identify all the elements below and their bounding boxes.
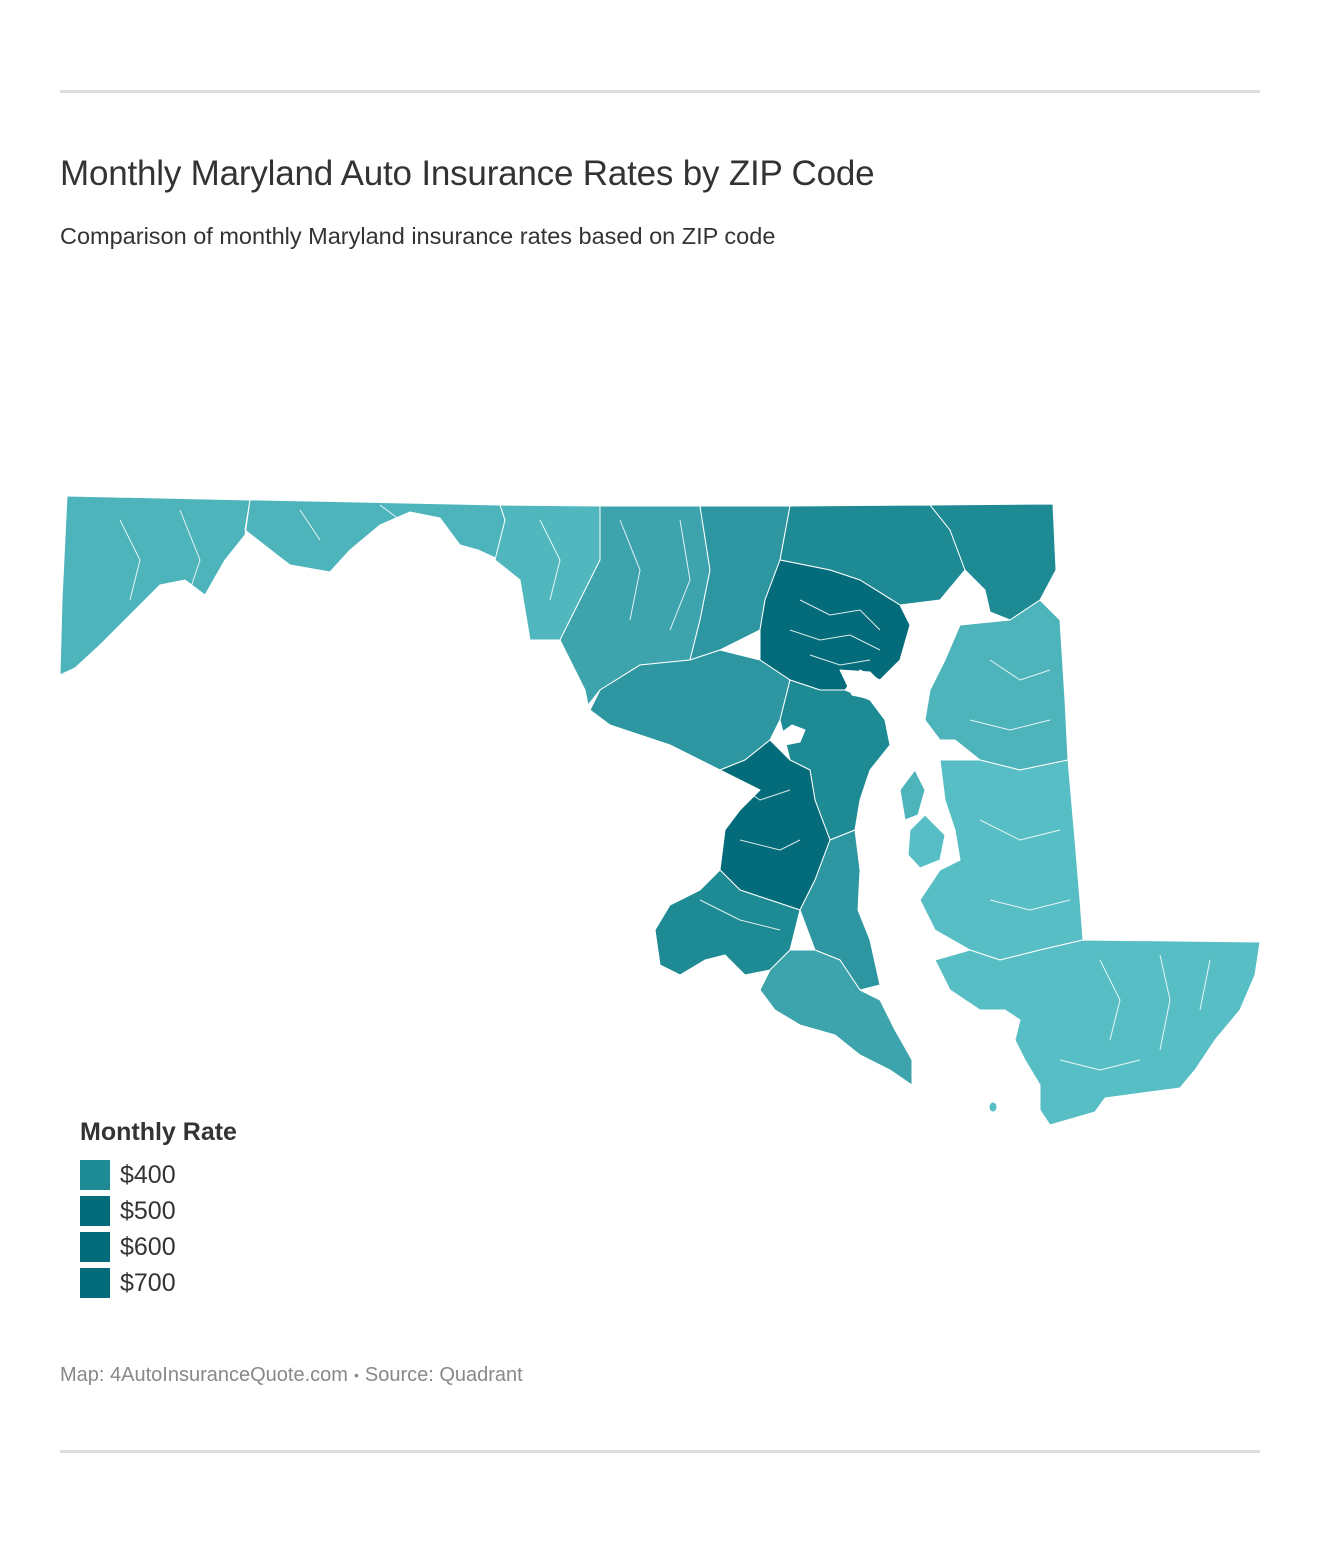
region-western-md[interactable] [59,495,506,676]
map-credit-text: Map: 4AutoInsuranceQuote.com [60,1364,348,1386]
island-tilghman [907,814,946,869]
top-divider [60,90,1260,93]
baltimore-harbor [839,669,889,701]
legend-label: $700 [120,1268,176,1297]
region-baltimore-core[interactable] [759,559,911,691]
map-credit: Map: 4AutoInsuranceQuote.com • Source: Qua… [60,1364,523,1387]
page-title: Monthly Maryland Auto Insurance Rates by… [60,154,875,193]
region-lower-eastern-shore[interactable] [934,939,1261,1126]
source-text: Source: Quadrant [364,1364,523,1386]
zip-boundaries [119,504,1211,1071]
region-harford-cecil[interactable] [929,503,1057,621]
legend-swatch [80,1160,110,1190]
region-kent-queen-annes[interactable] [924,599,1069,771]
legend-label: $500 [120,1196,176,1225]
lake-cutout [777,724,806,746]
region-st-marys[interactable] [759,949,913,1086]
legend-swatch [80,1232,110,1262]
legend-item-700[interactable]: $700 [80,1265,237,1301]
region-calvert[interactable] [799,829,881,991]
legend-item-500[interactable]: $500 [80,1193,237,1229]
bottom-divider [60,1450,1260,1453]
region-talbot-caroline-dorchester[interactable] [919,759,1084,961]
maryland-zip-map [59,495,1261,1126]
page-subtitle: Comparison of monthly Maryland insurance… [60,223,776,249]
legend-swatch [80,1268,110,1298]
separator-dot: • [353,1367,359,1383]
map-legend: Monthly Rate $400 $500 $600 $700 [80,1118,237,1301]
island-smith [988,1101,998,1113]
legend-label: $600 [120,1232,176,1261]
legend-label: $400 [120,1160,176,1189]
legend-title: Monthly Rate [80,1118,237,1146]
legend-item-400[interactable]: $400 [80,1157,237,1193]
legend-swatch [80,1196,110,1226]
region-charles[interactable] [654,869,801,976]
island-kent [899,769,926,821]
legend-item-600[interactable]: $600 [80,1229,237,1265]
